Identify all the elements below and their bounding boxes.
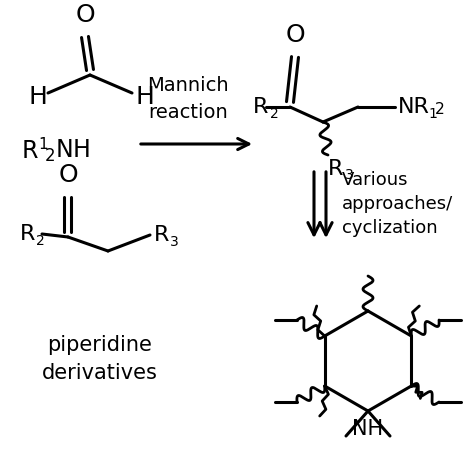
Text: O: O xyxy=(75,3,95,27)
Text: O: O xyxy=(285,23,305,47)
Text: 3: 3 xyxy=(345,168,354,182)
Text: 3: 3 xyxy=(170,235,179,249)
Text: R: R xyxy=(328,159,343,179)
Text: 1: 1 xyxy=(38,136,47,151)
Text: H: H xyxy=(28,85,47,109)
Text: R: R xyxy=(253,97,268,117)
Text: Mannich
reaction: Mannich reaction xyxy=(147,76,229,122)
Text: Various
approaches/
cyclization: Various approaches/ cyclization xyxy=(342,171,453,236)
Text: NR: NR xyxy=(398,97,430,117)
Text: 2: 2 xyxy=(270,107,279,121)
Text: R: R xyxy=(20,224,36,244)
Text: R: R xyxy=(154,225,169,245)
Text: O: O xyxy=(58,163,78,187)
Text: H: H xyxy=(136,85,155,109)
Text: 1: 1 xyxy=(428,107,437,121)
Text: $_2$NH: $_2$NH xyxy=(44,138,90,164)
Text: NH: NH xyxy=(353,419,383,439)
Text: R: R xyxy=(22,139,38,163)
Text: piperidine
derivatives: piperidine derivatives xyxy=(42,335,158,383)
Text: 2: 2 xyxy=(36,234,45,248)
Text: $_2$: $_2$ xyxy=(434,97,445,117)
